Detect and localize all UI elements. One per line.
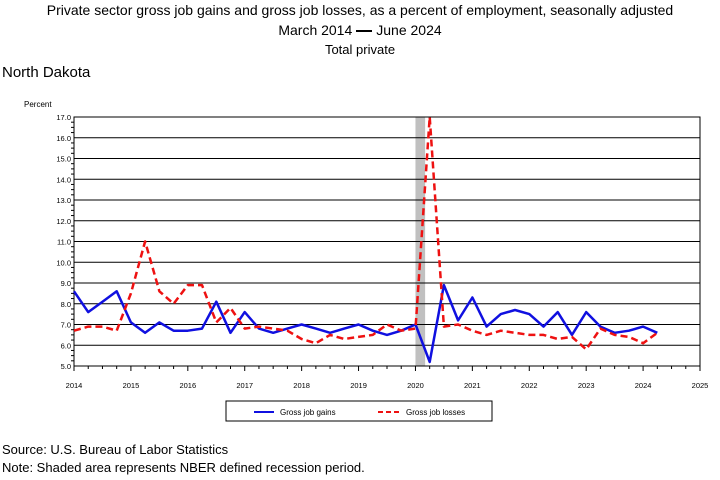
y-tick-label: 8.0 xyxy=(61,300,71,309)
y-tick-label: 16.0 xyxy=(56,134,71,143)
x-tick-label: 2019 xyxy=(350,381,367,390)
legend-box xyxy=(225,400,493,422)
gross-job-losses-line xyxy=(73,115,659,351)
x-tick-label: 2014 xyxy=(66,381,83,390)
gross-job-gains-line xyxy=(72,283,658,364)
x-tick-label: 2022 xyxy=(521,381,538,390)
chart-title: Private sector gross job gains and gross… xyxy=(46,2,674,18)
legend-losses-label: Gross job losses xyxy=(406,408,465,417)
date-range-end: June 2024 xyxy=(376,22,442,38)
source-note: Source: U.S. Bureau of Labor Statistics xyxy=(2,442,229,457)
x-tick-label: 2016 xyxy=(179,381,196,390)
x-tick-label: 2015 xyxy=(123,381,140,390)
chart-subtitle: Total private xyxy=(324,42,396,57)
legend-gains-label: Gross job gains xyxy=(280,408,336,417)
date-range-start: March 2014 xyxy=(278,22,353,38)
date-range-dash xyxy=(356,30,373,33)
x-tick-label: 2020 xyxy=(407,381,424,390)
y-tick-label: 7.0 xyxy=(61,321,71,330)
x-tick-label: 2018 xyxy=(293,381,310,390)
y-tick-label: 12.0 xyxy=(56,217,71,226)
y-tick-label: 13.0 xyxy=(56,196,71,205)
chart-date-range: March 2014 June 2024 xyxy=(0,22,720,38)
y-tick-label: 14.0 xyxy=(56,175,71,184)
y-axis-label: Percent xyxy=(24,100,52,109)
y-tick-label: 17.0 xyxy=(56,113,71,122)
x-tick-label: 2021 xyxy=(464,381,481,390)
x-tick-label: 2025 xyxy=(692,381,709,390)
y-tick-label: 10.0 xyxy=(56,258,71,267)
x-tick-label: 2023 xyxy=(578,381,595,390)
x-tick-label: 2017 xyxy=(236,381,253,390)
y-tick-label: 11.0 xyxy=(57,238,71,247)
recession-note: Note: Shaded area represents NBER define… xyxy=(2,460,365,475)
y-tick-label: 6.0 xyxy=(61,341,71,350)
y-tick-label: 5.0 xyxy=(61,362,71,371)
x-tick-label: 2024 xyxy=(635,381,652,390)
region-label: North Dakota xyxy=(2,64,91,81)
y-tick-label: 9.0 xyxy=(61,279,71,288)
y-tick-label: 15.0 xyxy=(56,155,71,164)
